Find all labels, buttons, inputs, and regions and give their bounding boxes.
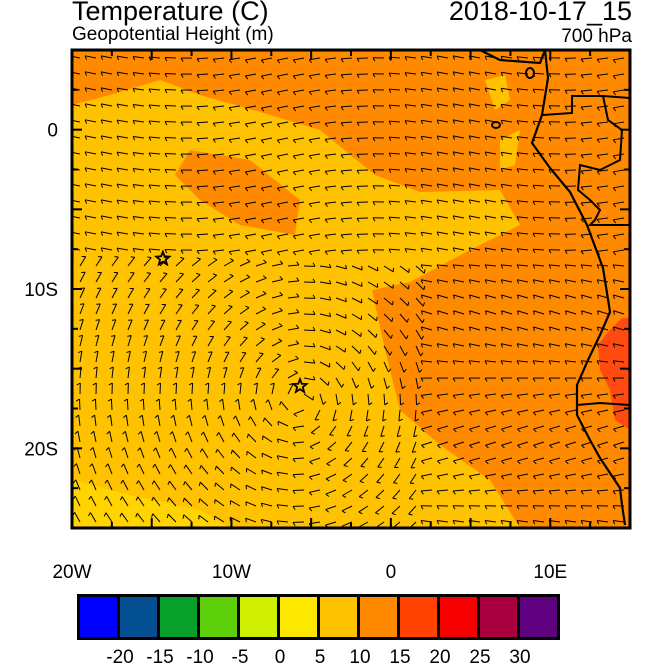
colorbar-swatch xyxy=(120,597,157,637)
colorbar-swatch xyxy=(440,597,477,637)
x-tick-label: 0 xyxy=(386,562,397,583)
x-tick-label: 10W xyxy=(212,562,251,583)
colorbar-label: -10 xyxy=(186,647,213,669)
colorbar-label: 0 xyxy=(275,647,286,669)
colorbar-label: -15 xyxy=(146,647,173,669)
temperature-map: 20W 10W 0 10E 0 10S 20S xyxy=(0,0,650,590)
x-tick-label: 20W xyxy=(52,562,91,583)
colorbar-swatch xyxy=(240,597,277,637)
colorbar xyxy=(77,594,560,640)
colorbar-swatch xyxy=(480,597,517,637)
colorbar-label: 5 xyxy=(315,647,326,669)
colorbar-label: 30 xyxy=(509,647,530,669)
colorbar-label: 10 xyxy=(349,647,370,669)
colorbar-label: 20 xyxy=(429,647,450,669)
colorbar-swatch xyxy=(360,597,397,637)
colorbar-swatch xyxy=(80,597,117,637)
colorbar-swatch xyxy=(400,597,437,637)
y-tick-label: 10S xyxy=(24,280,58,301)
y-tick-label: 20S xyxy=(24,439,58,460)
colorbar-label: 15 xyxy=(389,647,410,669)
colorbar-swatch xyxy=(160,597,197,637)
colorbar-label: 25 xyxy=(469,647,490,669)
colorbar-swatch xyxy=(320,597,357,637)
colorbar-swatch xyxy=(200,597,237,637)
colorbar-swatch xyxy=(520,597,557,637)
x-tick-label: 10E xyxy=(533,562,567,583)
colorbar-label: -20 xyxy=(106,647,133,669)
y-tick-label: 0 xyxy=(47,121,58,142)
colorbar-swatch xyxy=(280,597,317,637)
colorbar-label: -5 xyxy=(232,647,249,669)
